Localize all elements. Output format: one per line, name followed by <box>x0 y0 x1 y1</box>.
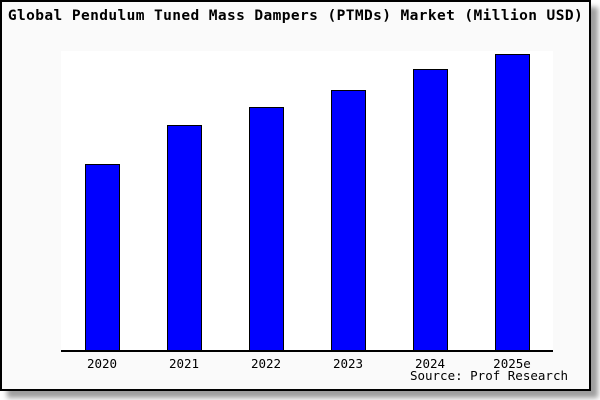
x-tick-label-2020: 2020 <box>86 356 118 371</box>
x-axis-labels: 2020 2021 2022 2023 2024 2025e <box>61 356 553 372</box>
bar-2023 <box>330 89 366 350</box>
bar-2021 <box>166 125 202 350</box>
source-credit: Source: Prof Research <box>409 368 568 383</box>
x-tick-label-2021: 2021 <box>168 356 200 371</box>
x-tick-label-2025e: 2025e <box>493 356 531 371</box>
bar-2024 <box>412 68 448 350</box>
bar-2022 <box>248 107 284 350</box>
x-tick-label-2024: 2024 <box>414 356 446 371</box>
x-tick-label-2023: 2023 <box>332 356 364 371</box>
chart-title: Global Pendulum Tuned Mass Dampers (PTMD… <box>7 8 584 24</box>
x-tick-label-2022: 2022 <box>250 356 282 371</box>
bar-2025e <box>494 54 530 350</box>
plot-area <box>61 51 553 352</box>
bar-2020 <box>84 163 120 350</box>
chart-card: Global Pendulum Tuned Mass Dampers (PTMD… <box>0 0 591 391</box>
